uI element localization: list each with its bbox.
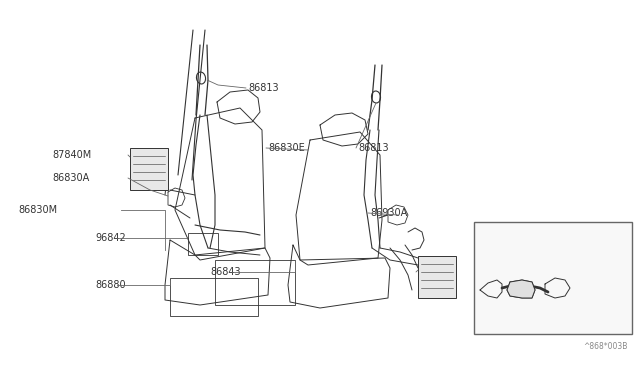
Text: 86843: 86843: [210, 267, 241, 277]
Text: 87840M: 87840M: [418, 267, 457, 277]
Text: 86830E: 86830E: [268, 143, 305, 153]
Text: 86930A: 86930A: [370, 208, 407, 218]
Text: 86880: 86880: [95, 280, 125, 290]
Text: 96842: 96842: [95, 233, 125, 243]
Text: 86813: 86813: [248, 83, 278, 93]
Text: ^868*003B: ^868*003B: [584, 342, 628, 351]
Text: 86830M: 86830M: [18, 205, 57, 215]
Bar: [130, 148, 168, 190]
Bar: [188, 233, 218, 255]
Bar: [474, 222, 632, 334]
Text: 86848: 86848: [530, 237, 561, 247]
Text: 87840M: 87840M: [52, 150, 92, 160]
Bar: [170, 278, 258, 316]
Text: 86830A: 86830A: [52, 173, 89, 183]
Bar: [215, 260, 295, 305]
Polygon shape: [507, 280, 535, 298]
Bar: [418, 256, 456, 298]
Text: 86813: 86813: [358, 143, 388, 153]
